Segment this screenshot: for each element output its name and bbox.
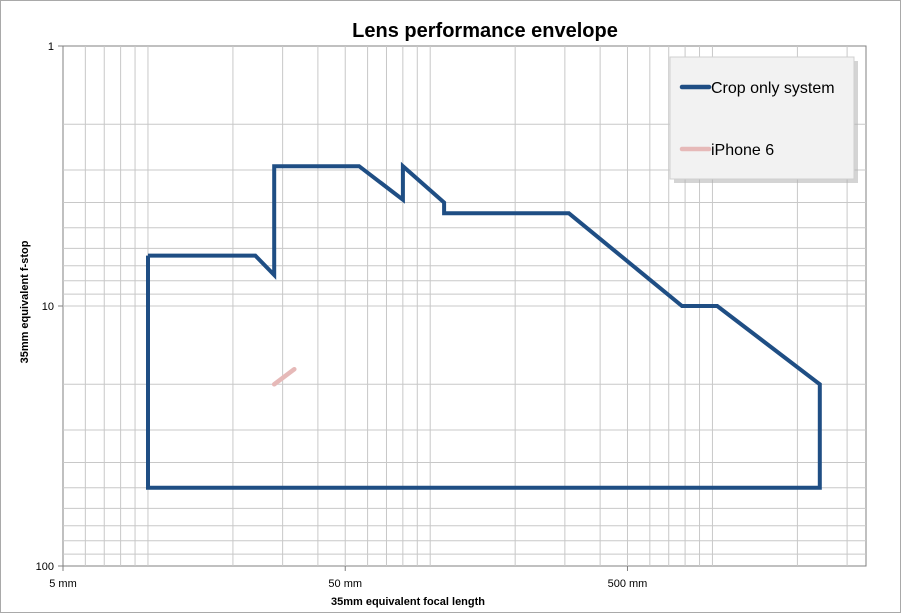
legend: Crop only system iPhone 6 [669, 56, 858, 183]
series-line-iphone-6 [271, 366, 297, 387]
y-tick-label: 1 [48, 41, 54, 53]
legend-label-crop-only-system: Crop only system [711, 80, 835, 97]
tick-labels: 5 mm 50 mm 500 mm 1 10 100 [36, 41, 648, 590]
chart-title: Lens performance envelope [352, 20, 618, 42]
x-tick-label: 500 mm [608, 578, 648, 590]
series-line-crop-only-system [146, 161, 822, 490]
y-tick-label: 100 [36, 561, 54, 573]
legend-label-iphone-6: iPhone 6 [711, 142, 774, 159]
x-tick-label: 50 mm [328, 578, 362, 590]
x-tick-label: 5 mm [49, 578, 77, 590]
series-layer [146, 161, 822, 490]
gridlines [63, 46, 866, 566]
y-tick-label: 10 [42, 301, 54, 313]
y-axis-label: 35mm equivalent f-stop [19, 240, 31, 363]
legend-box [669, 56, 855, 180]
x-axis-label: 35mm equivalent focal length [331, 596, 485, 608]
